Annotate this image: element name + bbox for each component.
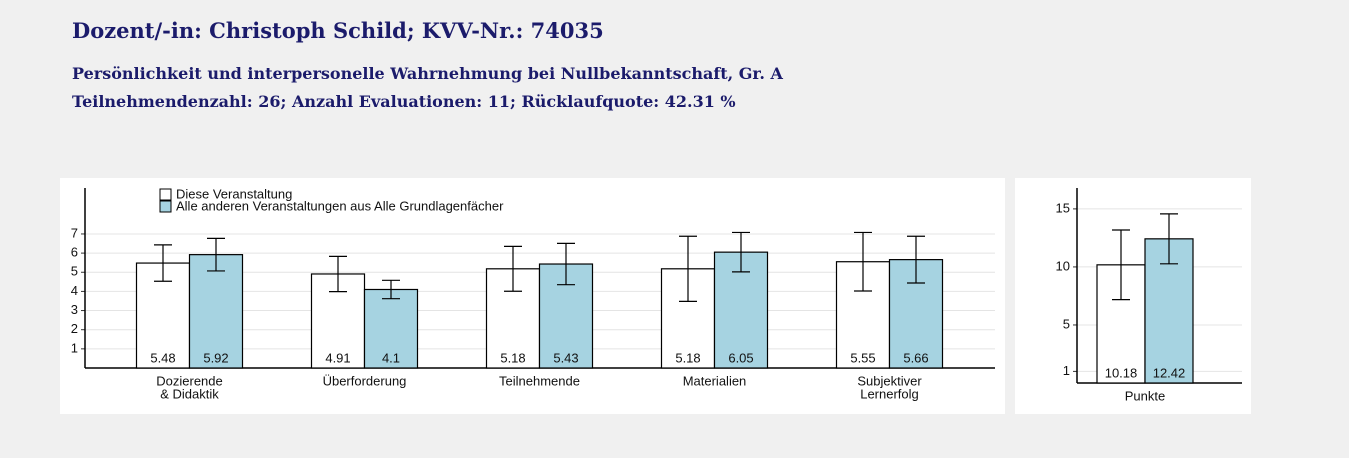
y-tick-label: 3: [71, 302, 78, 317]
bar: [188, 254, 244, 369]
stats: Teilnehmendenzahl: 26; Anzahl Evaluation…: [72, 92, 736, 111]
error-bar: [207, 237, 225, 272]
legend-swatch: [159, 188, 172, 201]
x-tick-label: Materialien: [683, 373, 747, 388]
error-bar: [329, 255, 347, 293]
value-label: 12.42: [1153, 365, 1186, 380]
value-label: 4.1: [382, 350, 400, 365]
error-bar: [154, 244, 172, 282]
error-bar: [907, 235, 925, 284]
y-tick-label: 5: [1063, 316, 1070, 331]
error-bar: [1112, 229, 1130, 301]
course: Persönlichkeit und interpersonelle Wahrn…: [72, 64, 783, 83]
bar: [363, 288, 419, 369]
legend-label: Diese Veranstaltung: [176, 186, 292, 201]
y-tick-label: 1: [1063, 363, 1070, 378]
value-label: 10.18: [1105, 365, 1138, 380]
value-label: 5.48: [150, 350, 175, 365]
value-label: 5.18: [500, 350, 525, 365]
error-bar: [557, 242, 575, 286]
x-tick-label: Lernerfolg: [860, 386, 919, 401]
y-tick-label: 4: [71, 283, 78, 298]
value-label: 6.05: [728, 350, 753, 365]
y-tick-label: 15: [1056, 200, 1070, 215]
error-bar: [732, 231, 750, 273]
value-label: 5.18: [675, 350, 700, 365]
y-tick-label: 5: [71, 264, 78, 279]
error-bar: [679, 235, 697, 302]
legend-swatch: [159, 200, 172, 213]
error-bar: [854, 231, 872, 292]
error-bar: [1160, 213, 1178, 265]
value-label: 4.91: [325, 350, 350, 365]
x-tick-label: Überforderung: [323, 373, 407, 388]
value-label: 5.92: [203, 350, 228, 365]
x-tick-label: Punkte: [1125, 388, 1165, 403]
x-tick-label: Dozierende: [156, 373, 223, 388]
y-tick-label: 6: [71, 245, 78, 260]
y-tick-label: 1: [71, 340, 78, 355]
error-bar: [382, 279, 400, 300]
legend-label: Alle anderen Veranstaltungen aus Alle Gr…: [176, 198, 504, 213]
value-label: 5.55: [850, 350, 875, 365]
y-tick-label: 10: [1056, 258, 1070, 273]
y-tick-label: 7: [71, 225, 78, 240]
value-label: 5.43: [553, 350, 578, 365]
x-tick-label: & Didaktik: [160, 386, 219, 401]
title: Dozent/-in: Christoph Schild; KVV-Nr.: 7…: [72, 18, 604, 43]
x-tick-label: Teilnehmende: [499, 373, 580, 388]
y-tick-label: 2: [71, 321, 78, 336]
value-label: 5.66: [903, 350, 928, 365]
error-bar: [504, 245, 522, 292]
x-tick-label: Subjektiver: [857, 373, 922, 388]
